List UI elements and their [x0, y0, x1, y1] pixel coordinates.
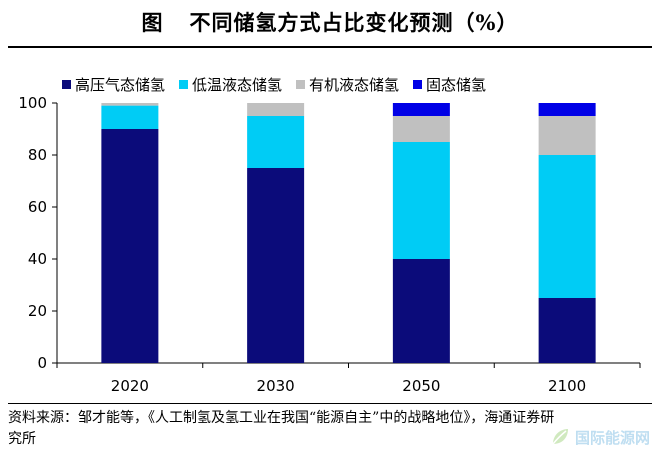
bar-segment-2100-2: [538, 155, 596, 298]
legend-label-4: 固态储氢: [426, 76, 486, 94]
bar-segment-2030-2: [247, 116, 305, 168]
bar-segment-2050-1: [392, 259, 450, 363]
source-divider: [8, 403, 652, 404]
legend-label-1: 高压气态储氢: [75, 76, 165, 94]
bar-segment-2030-3: [247, 103, 305, 116]
x-tick-label: 2030: [257, 377, 295, 395]
chart-title-bar: 图 不同储氢方式占比变化预测（%）: [0, 0, 660, 44]
bar-segment-2100-4: [538, 103, 596, 116]
title-divider: [8, 46, 652, 48]
source-note: 资料来源：邹才能等，《人工制氢及氢工业在我国“能源自主”中的战略地位》，海通证券…: [8, 410, 555, 447]
legend-label-2: 低温液态储氢: [192, 76, 282, 94]
bar-segment-2050-3: [392, 116, 450, 142]
bar-segment-2020-1: [101, 129, 159, 363]
legend-swatch-3: [296, 80, 305, 89]
bar-segment-2020-2: [101, 105, 159, 129]
chart-title: 不同储氢方式占比变化预测（%）: [189, 10, 519, 35]
y-tick-label: 40: [28, 250, 47, 268]
y-tick-label: 0: [37, 354, 47, 372]
bar-segment-2100-3: [538, 116, 596, 155]
legend-swatch-4: [413, 80, 422, 89]
bar-segment-2020-3: [101, 103, 159, 106]
y-tick-label: 60: [28, 198, 47, 216]
figure-prefix: 图: [141, 10, 164, 35]
y-tick-label: 80: [28, 146, 47, 164]
bar-segment-2030-1: [247, 168, 305, 363]
watermark: 国际能源网: [549, 426, 650, 448]
bar-segment-2050-2: [392, 142, 450, 259]
bar-segment-2100-1: [538, 298, 596, 363]
stacked-bar-chart: 高压气态储氢 低温液态储氢 有机液态储氢 固态储氢 0 20 40 60 80 100 2020 20…: [18, 76, 641, 395]
x-tick-label: 2100: [548, 377, 586, 395]
y-tick-label: 100: [18, 94, 47, 112]
legend-swatch-2: [179, 80, 188, 89]
x-tick-label: 2050: [402, 377, 440, 395]
chart-area: 高压气态储氢 低温液态储氢 有机液态储氢 固态储氢 0 20 40 60 80 100 2020 20…: [0, 56, 660, 400]
legend-swatch-1: [62, 80, 71, 89]
legend-label-3: 有机液态储氢: [309, 76, 399, 94]
watermark-text: 国际能源网: [574, 428, 650, 447]
leaf-logo-icon: [552, 429, 568, 445]
x-tick-label: 2020: [111, 377, 149, 395]
bar-segment-2050-4: [392, 103, 450, 116]
y-tick-label: 20: [28, 302, 47, 320]
